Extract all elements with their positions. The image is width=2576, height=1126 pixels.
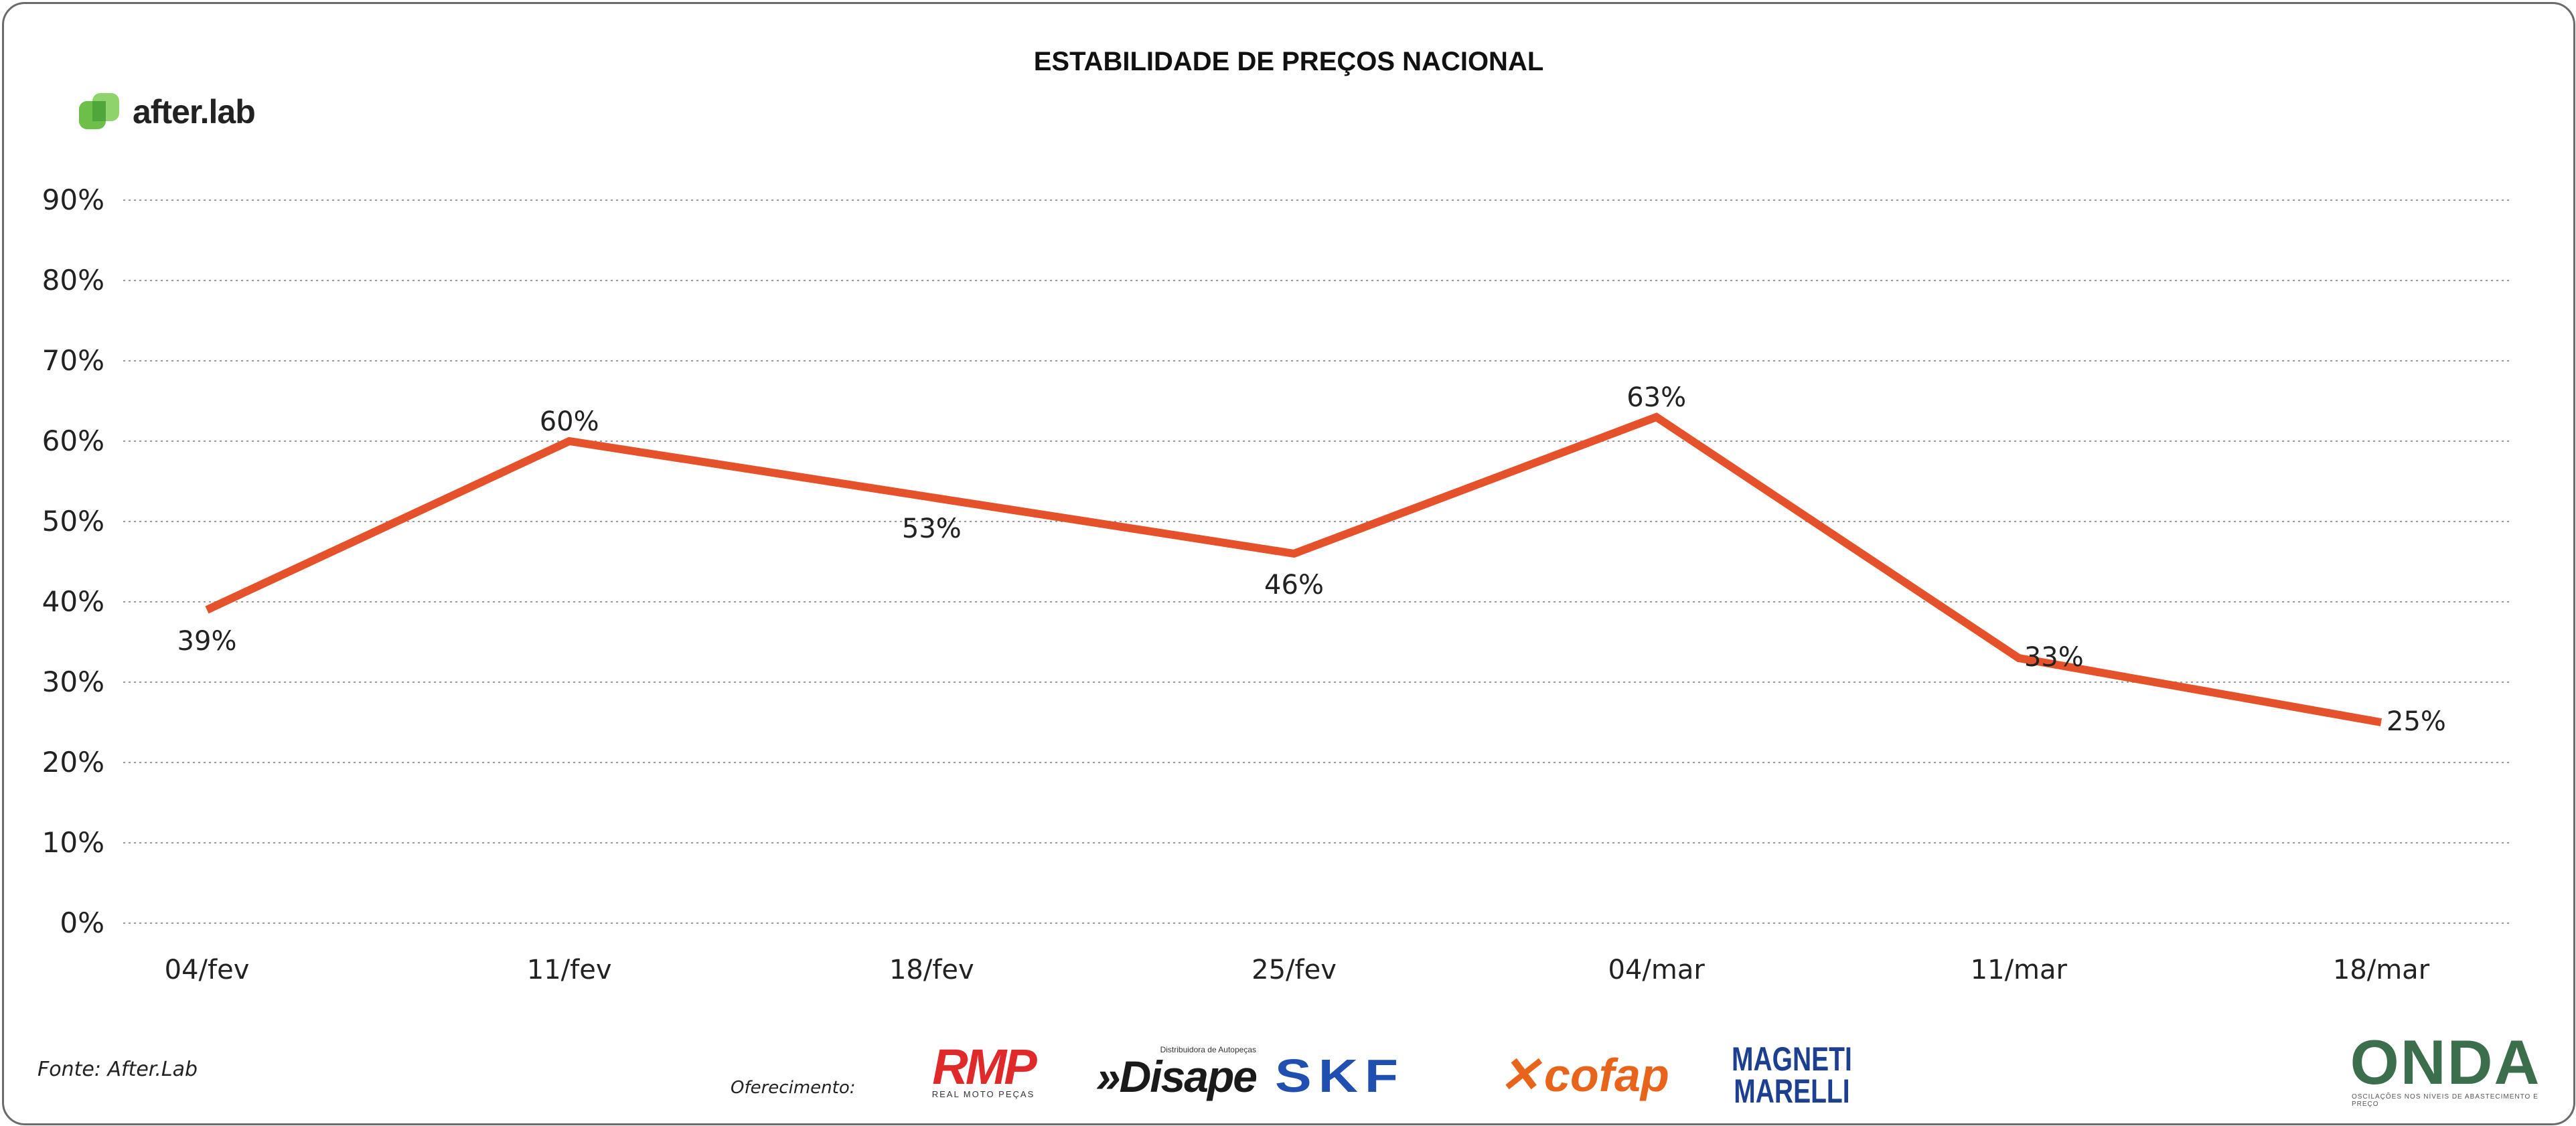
rmp-logo: RMP REAL MOTO PEÇAS — [915, 1039, 1052, 1105]
rmp-logo-tagline: REAL MOTO PEÇAS — [931, 1089, 1035, 1099]
data-label: 25% — [2386, 706, 2446, 737]
y-tick-label: 60% — [42, 424, 104, 457]
onda-logo-tagline: OSCILAÇÕES NOS NÍVEIS DE ABASTECIMENTO E… — [2352, 1093, 2539, 1108]
brand-logo: after.lab — [78, 88, 256, 135]
source-note: Fonte: After.Lab — [37, 1058, 198, 1081]
y-tick-label: 70% — [42, 344, 104, 377]
y-tick-label: 30% — [42, 665, 104, 698]
cofap-logo: ✕ cofap — [1499, 1047, 1669, 1103]
y-tick-label: 50% — [42, 505, 104, 538]
x-tick-label: 25/fev — [1252, 955, 1337, 985]
y-tick-label: 10% — [42, 826, 104, 859]
disape-logo-text: »Disape — [1095, 1052, 1258, 1101]
cofap-logo-text: cofap — [1544, 1049, 1669, 1101]
skf-logo: SKF — [1275, 1050, 1405, 1102]
magneti-logo-line1: MAGNETI — [1731, 1040, 1852, 1078]
x-axis-ticks: 04/fev 11/fev 18/fev 25/fev 04/mar 11/mar 18/m… — [165, 955, 2430, 985]
skf-logo-text: SKF — [1275, 1050, 1405, 1103]
y-tick-label: 80% — [42, 264, 104, 297]
data-label: 60% — [540, 406, 599, 437]
x-tick-label: 11/fev — [527, 955, 612, 985]
magneti-marelli-logo: MAGNETI MARELLI — [1732, 1042, 1852, 1113]
series-layer — [205, 412, 2382, 726]
cofap-mark-icon: ✕ — [1499, 1047, 1541, 1103]
disape-logo-tagline: Distribuidora de Autopeças — [1160, 1045, 1256, 1054]
data-label: 46% — [1264, 570, 1324, 600]
y-tick-label: 90% — [42, 183, 104, 216]
rmp-logo-text: RMP — [932, 1039, 1037, 1095]
y-tick-label: 40% — [42, 585, 104, 618]
x-tick-label: 11/mar — [1971, 955, 2068, 985]
y-axis-ticks: 0% 10% 20% 30% 40% 50% 60% 70% 80% 90% — [42, 183, 104, 939]
data-label: 63% — [1626, 382, 1686, 413]
y-tick-label: 20% — [42, 746, 104, 779]
x-tick-label: 04/mar — [1608, 955, 1706, 985]
x-tick-label: 04/fev — [165, 955, 250, 985]
data-label: 39% — [177, 626, 237, 657]
sponsor-label: Oferecimento: — [731, 1078, 856, 1098]
grid-lines — [123, 199, 2510, 924]
onda-logo: ONDA OSCILAÇÕES NOS NÍVEIS DE ABASTECIME… — [2350, 1027, 2541, 1109]
disape-logo: Distribuidora de Autopeças »Disape — [1075, 1045, 1258, 1105]
series-line — [205, 412, 2382, 726]
data-label: 53% — [902, 513, 962, 544]
chart-title: ESTABILIDADE DE PREÇOS NACIONAL — [1033, 47, 1544, 76]
x-tick-label: 18/fev — [889, 955, 974, 985]
y-tick-label: 0% — [60, 906, 104, 939]
afterlab-logo-icon — [79, 93, 119, 129]
data-label: 33% — [2024, 642, 2084, 673]
x-tick-label: 18/mar — [2333, 955, 2430, 985]
magneti-logo-line2: MARELLI — [1734, 1072, 1850, 1110]
onda-logo-text: ONDA — [2350, 1027, 2541, 1097]
brand-name: after.lab — [133, 93, 256, 131]
data-labels: 39% 60% 53% 46% 63% 33% 25% — [177, 382, 2446, 737]
line-chart: 0% 10% 20% 30% 40% 50% 60% 70% 80% 90% 04/fev 11/f… — [42, 183, 2510, 985]
